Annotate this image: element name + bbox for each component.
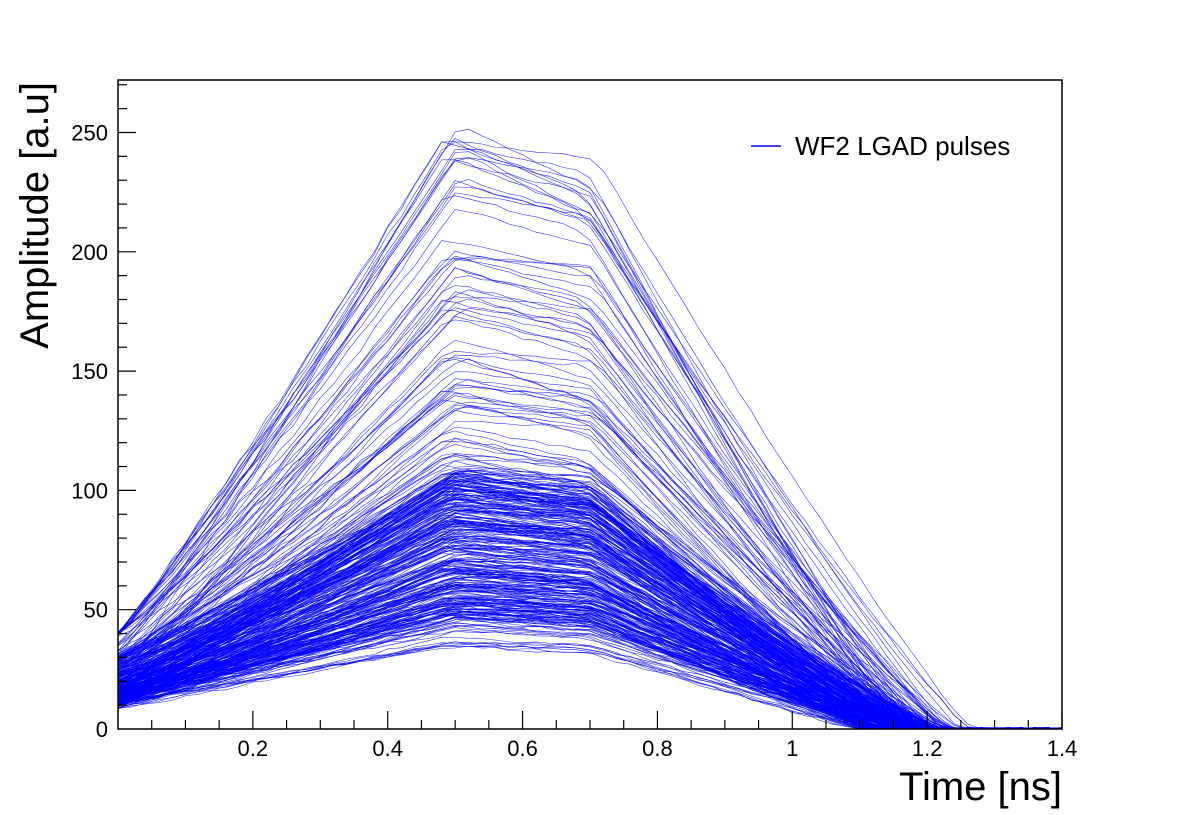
y-axis-title: Amplitude [a.u] [13,82,57,349]
legend-label: WF2 LGAD pulses [795,131,1010,161]
pulse-trace [117,371,1062,730]
pulse-trace [117,300,1062,730]
pulse-trace [117,484,1063,730]
y-tick-label: 200 [71,240,108,265]
pulse-trace [117,489,1063,730]
pulse-trace [117,359,1062,730]
pulse-trace [117,496,1062,730]
legend: WF2 LGAD pulses [751,131,1010,161]
pulse-trace [117,141,1063,730]
pulse-trace [117,610,1063,730]
pulse-trace [117,499,1063,730]
pulse-trace [117,592,1062,730]
pulse-trace [117,617,1063,730]
pulse-trace [117,541,1062,730]
pulse-trace [117,275,1063,730]
pulse-trace [117,209,1063,730]
x-axis-title: Time [ns] [899,765,1062,809]
pulse-trace [117,478,1062,730]
x-tick-label: 1 [786,736,798,761]
pulse-trace [117,319,1062,730]
x-tick-label: 0.8 [642,736,673,761]
pulse-traces [117,128,1063,730]
x-tick-label: 0.2 [238,736,269,761]
pulse-trace [117,437,1063,730]
pulse-trace [117,160,1062,730]
pulse-trace [117,515,1062,730]
pulse-trace [117,157,1063,730]
pulse-trace [117,512,1063,730]
pulse-trace [117,128,1062,730]
pulse-trace [117,575,1062,730]
pulse-trace [117,186,1063,730]
pulse-trace [117,597,1063,730]
pulse-trace [117,250,1063,730]
axis-ticks [118,84,1063,729]
pulse-trace [117,558,1063,730]
pulse-trace [117,626,1063,730]
pulse-trace [117,453,1063,730]
y-tick-label: 250 [71,120,108,145]
x-tick-label: 1.4 [1047,736,1078,761]
pulse-trace [117,180,1063,730]
pulse-trace [117,384,1063,730]
pulse-trace [117,483,1063,730]
pulse-trace [117,565,1062,730]
pulse-trace [117,179,1063,730]
pulse-trace [117,291,1062,730]
x-tick-label: 0.6 [507,736,538,761]
pulse-trace [117,358,1063,730]
pulse-trace [117,259,1063,730]
y-tick-label: 50 [84,598,108,623]
pulse-trace [117,308,1063,730]
pulse-trace [117,579,1062,730]
x-tick-label: 1.2 [912,736,943,761]
pulse-trace [117,485,1062,730]
pulse-trace [117,309,1063,730]
pulse-trace [117,615,1063,730]
x-tick-label: 0.4 [372,736,403,761]
y-tick-label: 100 [71,478,108,503]
pulse-trace [117,296,1062,730]
y-tick-label: 0 [96,717,108,742]
pulse-trace [117,395,1062,730]
tick-labels: 0.2 0.4 0.6 0.8 1 1.2 1.4 0 50 100 150 200 250 [71,120,1077,761]
pulse-trace [117,521,1062,730]
y-tick-label: 150 [71,359,108,384]
pulse-trace [117,350,1063,730]
